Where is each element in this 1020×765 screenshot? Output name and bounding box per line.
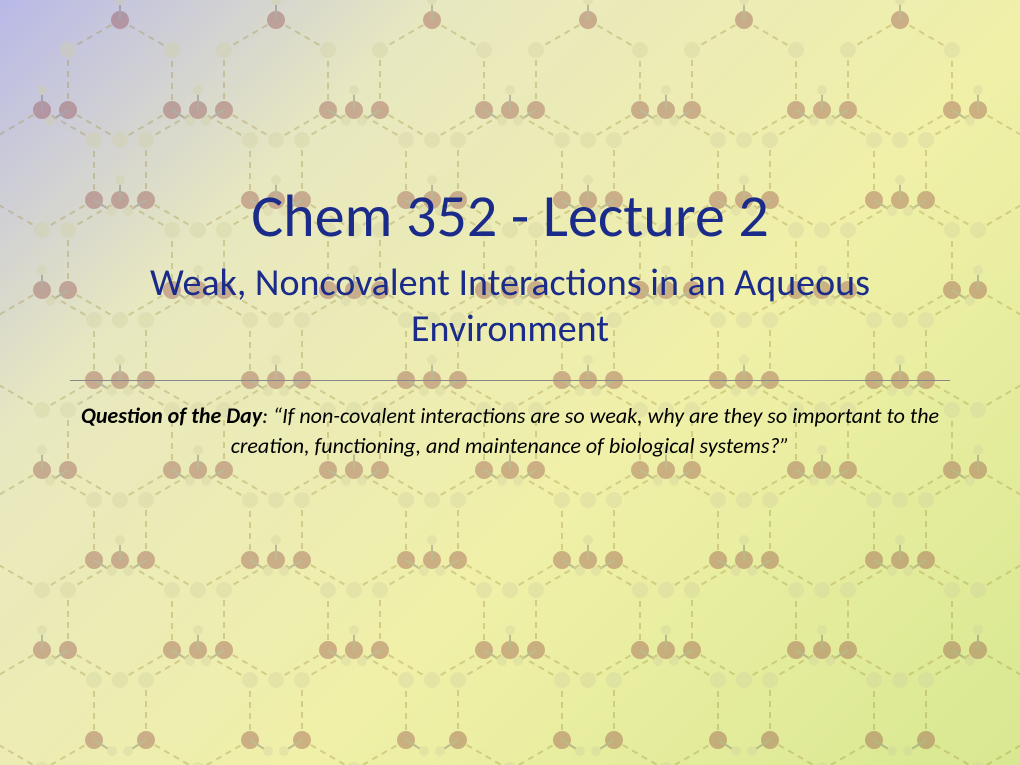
slide-container: Chem 352 - Lecture 2 Weak, Noncovalent I… (0, 0, 1020, 765)
question-of-the-day: Question of the Day: “If non-covalent in… (0, 401, 1020, 460)
divider-line (70, 380, 950, 381)
question-label: Question of the Day (81, 402, 262, 429)
slide-content: Chem 352 - Lecture 2 Weak, Noncovalent I… (0, 0, 1020, 461)
slide-subtitle: Weak, Noncovalent Interactions in an Aqu… (0, 261, 1020, 352)
question-text: : “If non-covalent interactions are so w… (231, 402, 939, 459)
slide-title: Chem 352 - Lecture 2 (0, 180, 1020, 253)
